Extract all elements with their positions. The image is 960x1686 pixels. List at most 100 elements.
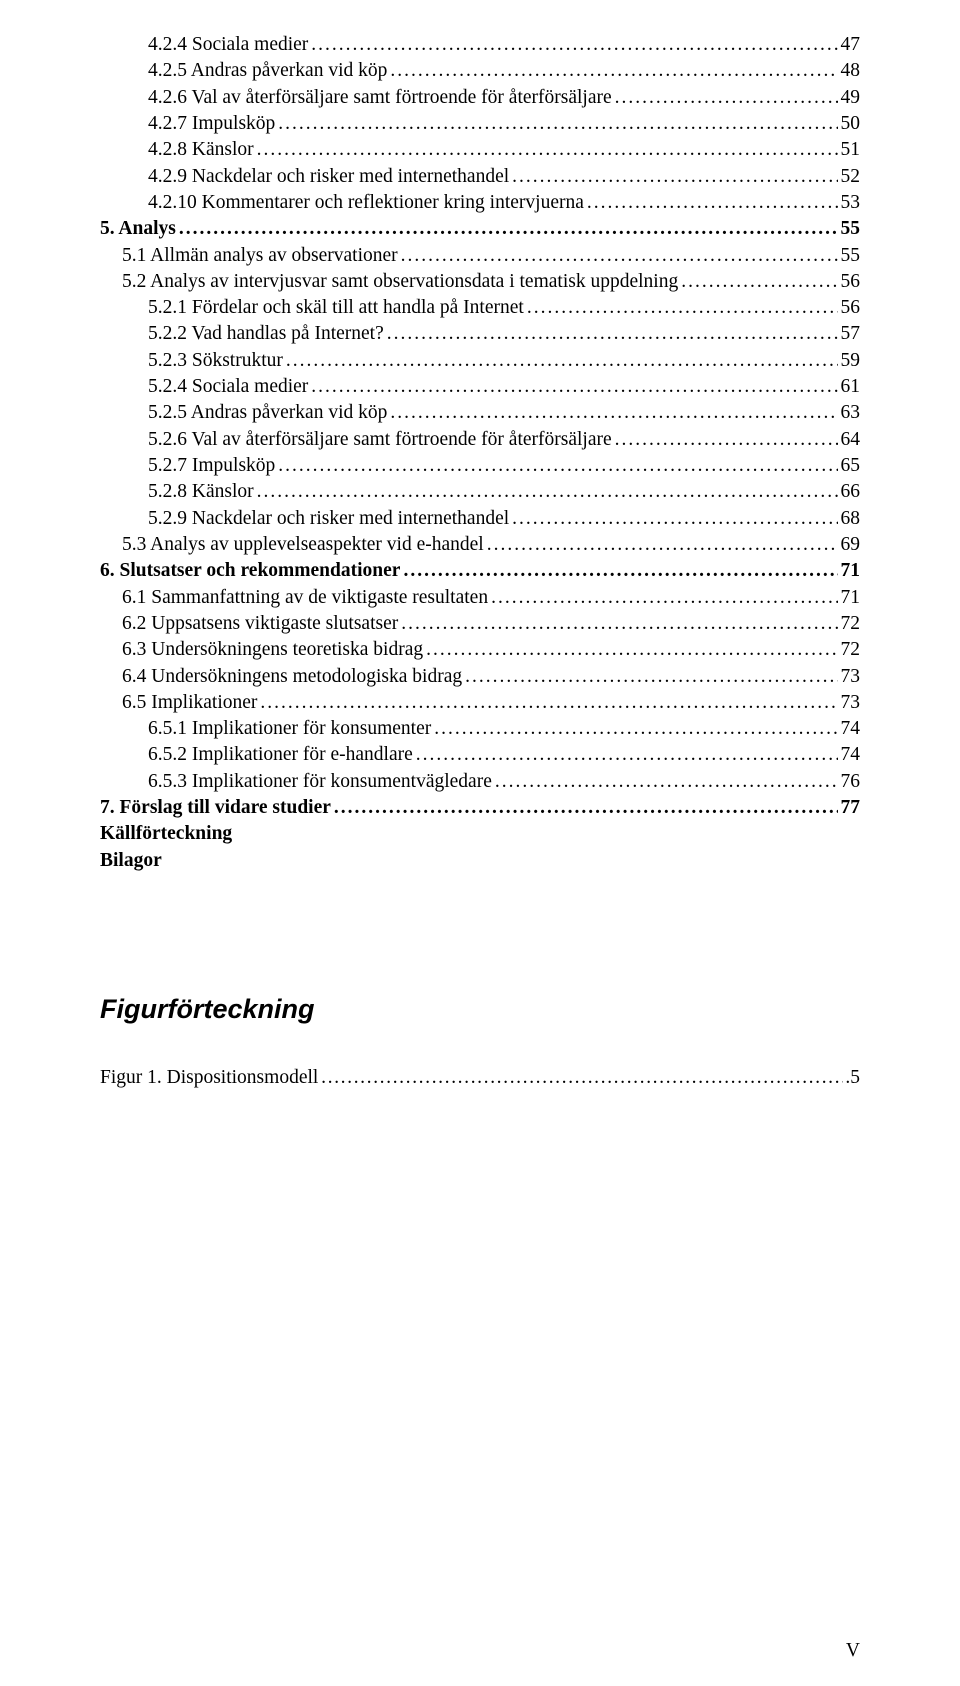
toc-entry: 5.2.4 Sociala medier 61	[100, 374, 860, 400]
toc-entry: 5.2.5 Andras påverkan vid köp 63	[100, 400, 860, 426]
figure-entry-title: Figur 1. Dispositionsmodell	[100, 1065, 318, 1091]
toc-entry-title: 6.5.3 Implikationer för konsumentvägleda…	[148, 769, 492, 795]
toc-entry: 6.4 Undersökningens metodologiska bidrag…	[100, 664, 860, 690]
toc-leader-dots	[278, 453, 837, 479]
toc-entry-title: 5.2.1 Fördelar och skäl till att handla …	[148, 295, 524, 321]
figure-leader-dots	[320, 1065, 843, 1091]
toc-leader-dots	[401, 243, 838, 269]
toc-leader-dots	[681, 269, 837, 295]
toc-entry-page: 57	[841, 321, 861, 347]
toc-entry: 5.2.7 Impulsköp 65	[100, 453, 860, 479]
toc-entry: 5.2.9 Nackdelar och risker med interneth…	[100, 506, 860, 532]
toc-entry-title: 6.3 Undersökningens teoretiska bidrag	[122, 637, 423, 663]
toc-entry: 4.2.6 Val av återförsäljare samt förtroe…	[100, 85, 860, 111]
toc-entry-title: 6.5 Implikationer	[122, 690, 257, 716]
toc-leader-dots	[257, 479, 838, 505]
toc-leader-dots	[426, 637, 837, 663]
toc-leader-dots	[311, 374, 837, 400]
toc-entry-title: 5. Analys	[100, 216, 176, 242]
toc-entry: 7. Förslag till vidare studier 77	[100, 795, 860, 821]
toc-leader-dots	[615, 85, 838, 111]
toc-entry: 5.2.8 Känslor 66	[100, 479, 860, 505]
toc-entry: 4.2.10 Kommentarer och reflektioner krin…	[100, 190, 860, 216]
toc-entry-title: 6. Slutsatser och rekommendationer	[100, 558, 400, 584]
toc-entry: 4.2.7 Impulsköp 50	[100, 111, 860, 137]
toc-entry: 5.3 Analys av upplevelseaspekter vid e-h…	[100, 532, 860, 558]
toc-leader-dots	[465, 664, 837, 690]
toc-entry: 4.2.9 Nackdelar och risker med interneth…	[100, 164, 860, 190]
toc-entry: 4.2.5 Andras påverkan vid köp48	[100, 58, 860, 84]
toc-entry: 5.2.1 Fördelar och skäl till att handla …	[100, 295, 860, 321]
toc-entry-title: 5.2.9 Nackdelar och risker med interneth…	[148, 506, 509, 532]
toc-leader-dots	[311, 32, 837, 58]
toc-entry: 6.5 Implikationer 73	[100, 690, 860, 716]
toc-entry-page: 66	[841, 479, 861, 505]
toc-leader-dots	[334, 795, 838, 821]
toc-entry-page: 61	[841, 374, 861, 400]
toc-entry-title: 6.1 Sammanfattning av de viktigaste resu…	[122, 585, 488, 611]
toc-leader-dots	[390, 400, 837, 426]
toc-entry-title: 6.2 Uppsatsens viktigaste slutsatser	[122, 611, 398, 637]
toc-entry: 6.1 Sammanfattning av de viktigaste resu…	[100, 585, 860, 611]
toc-entry-page: 71	[841, 585, 861, 611]
toc-entry-title: 5.2.5 Andras påverkan vid köp	[148, 400, 387, 426]
toc-leader-dots	[491, 585, 837, 611]
toc-leader-dots	[512, 164, 837, 190]
toc-entry-page: 56	[841, 269, 861, 295]
toc-entry-page: 51	[841, 137, 861, 163]
toc-entry-title: 4.2.7 Impulsköp	[148, 111, 275, 137]
toc-leader-dots	[416, 742, 838, 768]
toc-entry-page: 63	[841, 400, 861, 426]
figure-list: Figur 1. Dispositionsmodell.5	[100, 1065, 860, 1091]
toc-entry-page: 55	[841, 216, 861, 242]
toc-leader-dots	[179, 216, 838, 242]
toc-entry-page: 59	[841, 348, 861, 374]
toc-leader-dots	[260, 690, 837, 716]
toc-entry-page: 77	[841, 795, 861, 821]
toc-leader-dots	[257, 137, 838, 163]
toc-entry-title: 5.2.8 Känslor	[148, 479, 254, 505]
toc-entry-title: 5.2.2 Vad handlas på Internet?	[148, 321, 384, 347]
toc-entry: 6.2 Uppsatsens viktigaste slutsatser72	[100, 611, 860, 637]
toc-entry: 6.5.3 Implikationer för konsumentvägleda…	[100, 769, 860, 795]
toc-entry-page: 69	[841, 532, 861, 558]
toc-entry-title: 4.2.10 Kommentarer och reflektioner krin…	[148, 190, 584, 216]
toc-entry-title: 4.2.8 Känslor	[148, 137, 254, 163]
figure-entry-page: 5	[850, 1065, 860, 1091]
toc-entry-page: 73	[841, 690, 861, 716]
toc-entry-page: 55	[841, 243, 861, 269]
toc-entry: 4.2.8 Känslor 51	[100, 137, 860, 163]
toc-entry-page: 74	[841, 716, 861, 742]
toc-entry-page: 71	[841, 558, 861, 584]
toc-entry-page: 50	[841, 111, 861, 137]
toc-entry-title: 6.5.1 Implikationer för konsumenter	[148, 716, 431, 742]
toc-leader-dots	[587, 190, 838, 216]
toc-plain-entries: KällförteckningBilagor	[100, 821, 860, 874]
toc-entry-page: 64	[841, 427, 861, 453]
toc-entry-page: 48	[841, 58, 861, 84]
figure-entry: Figur 1. Dispositionsmodell.5	[100, 1065, 860, 1091]
toc-leader-dots	[615, 427, 838, 453]
toc-entry: 5.2.3 Sökstruktur59	[100, 348, 860, 374]
figure-list-heading: Figurförteckning	[100, 994, 860, 1025]
toc-entry: 6.3 Undersökningens teoretiska bidrag72	[100, 637, 860, 663]
toc-entry-title: 5.2.7 Impulsköp	[148, 453, 275, 479]
toc-entry-title: 5.2.6 Val av återförsäljare samt förtroe…	[148, 427, 612, 453]
toc-entry-page: 49	[841, 85, 861, 111]
toc-entry: 5.2.6 Val av återförsäljare samt förtroe…	[100, 427, 860, 453]
toc-entry-page: 76	[841, 769, 861, 795]
toc-entry-page: 68	[841, 506, 861, 532]
page-number: V	[846, 1640, 860, 1662]
toc-entry-title: 5.2.4 Sociala medier	[148, 374, 308, 400]
toc-leader-dots	[527, 295, 838, 321]
toc-entry-page: 65	[841, 453, 861, 479]
toc-entry-title: 6.4 Undersökningens metodologiska bidrag	[122, 664, 462, 690]
toc-entry-title: 4.2.6 Val av återförsäljare samt förtroe…	[148, 85, 612, 111]
toc-entry-title: 5.2 Analys av intervjusvar samt observat…	[122, 269, 678, 295]
toc-leader-dots	[487, 532, 838, 558]
toc-entry: 5.2 Analys av intervjusvar samt observat…	[100, 269, 860, 295]
toc-entry-title: 7. Förslag till vidare studier	[100, 795, 331, 821]
toc-entry: 4.2.4 Sociala medier47	[100, 32, 860, 58]
toc-leader-dots	[286, 348, 838, 374]
toc-entry-title: 5.1 Allmän analys av observationer	[122, 243, 398, 269]
